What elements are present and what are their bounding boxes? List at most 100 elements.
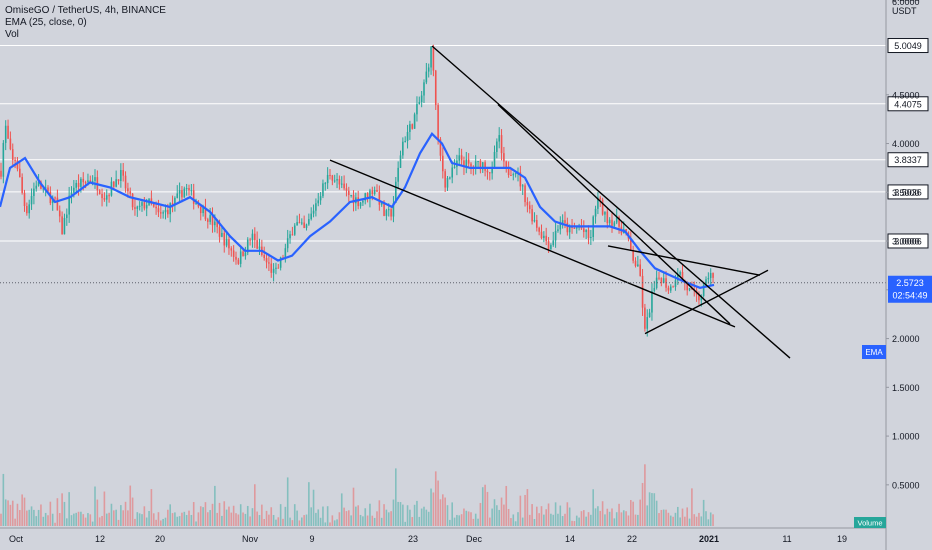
volume-bar — [289, 517, 291, 526]
volume-bar — [451, 502, 453, 526]
volume-bar — [61, 493, 63, 526]
candle — [42, 188, 45, 190]
candle — [296, 222, 298, 226]
candle — [604, 211, 606, 215]
volume-bar — [305, 514, 308, 526]
volume-bar — [63, 501, 66, 526]
volume-bar — [500, 497, 503, 526]
volume-bar — [684, 516, 686, 526]
volume-bar — [261, 504, 263, 526]
time-axis[interactable]: Oct 12 20 Nov 9 23 Dec 14 22 2021 11 19 — [0, 527, 886, 544]
volume-bar — [120, 505, 122, 526]
volume-bar — [637, 514, 639, 526]
candle — [397, 167, 399, 182]
candle — [561, 220, 564, 224]
volume-bar — [35, 516, 38, 526]
candle — [155, 206, 157, 209]
price-axis[interactable]: 5.0049 4.4075 3.8337 3.5036 3.0006 6.0000USDT… — [885, 0, 929, 550]
time-label: 22 — [627, 534, 637, 544]
volume-bar — [646, 505, 649, 526]
volume-bar — [444, 497, 446, 526]
candle — [552, 240, 555, 246]
volume-bar — [369, 503, 371, 526]
volume-bar — [89, 514, 92, 526]
candle — [557, 229, 559, 231]
volume-bar — [477, 518, 479, 526]
candle — [338, 179, 341, 185]
candle — [340, 183, 343, 185]
volume-bar — [14, 518, 16, 526]
candle — [331, 175, 334, 181]
level-label-box — [887, 152, 929, 168]
volume-bar — [700, 516, 703, 526]
volume-bar — [350, 515, 352, 526]
volume-bar — [181, 512, 183, 526]
volume-bar — [383, 504, 385, 526]
volume-bar — [225, 509, 228, 526]
candle — [481, 162, 484, 170]
candle — [218, 227, 221, 237]
candle — [470, 163, 472, 167]
volume-bars — [0, 464, 714, 526]
candle — [44, 187, 47, 189]
volume-bar — [571, 520, 573, 526]
volume-bar — [105, 513, 108, 526]
level-label: 3.0006 — [894, 236, 922, 246]
candle — [174, 197, 176, 206]
candle — [489, 172, 491, 174]
volume-bar — [30, 506, 33, 526]
volume-bar — [496, 505, 498, 526]
candle — [91, 180, 94, 182]
volume-bar — [674, 512, 677, 526]
volume-bar — [467, 511, 470, 526]
volume-bar — [606, 508, 609, 526]
candle — [258, 246, 261, 249]
candle — [639, 264, 641, 276]
candle — [418, 102, 421, 105]
volume-bar — [481, 487, 484, 526]
candle — [190, 190, 193, 192]
volume-bar — [167, 509, 169, 526]
volume-bar — [662, 509, 665, 526]
volume-bar — [559, 505, 562, 526]
candle — [19, 168, 21, 178]
candle — [145, 204, 148, 209]
candle — [9, 138, 12, 150]
candle — [679, 271, 681, 275]
candle — [439, 139, 442, 156]
volume-bar — [110, 503, 113, 526]
volume-bar — [397, 501, 399, 526]
volume-bar — [303, 515, 305, 526]
candle — [376, 189, 378, 192]
countdown-label: 02:54:49 — [892, 291, 927, 301]
candle — [204, 207, 207, 220]
ema-line — [0, 132, 715, 289]
volume-bar — [533, 518, 536, 526]
volume-bar — [298, 520, 301, 526]
candle — [305, 224, 308, 229]
candle — [63, 218, 66, 235]
candle — [357, 197, 359, 207]
volume-bar — [103, 491, 106, 526]
volume-legend[interactable]: Vol — [5, 29, 19, 40]
candle — [26, 206, 28, 214]
volume-bar — [164, 517, 167, 526]
volume-bar — [329, 522, 331, 526]
candle — [540, 231, 543, 239]
candle — [538, 227, 540, 232]
symbol-title[interactable]: OmiseGO / TetherUS, 4h, BINANCE — [5, 5, 166, 16]
trendlines — [329, 45, 791, 359]
candle — [503, 153, 505, 162]
trendline — [644, 269, 769, 335]
candle — [362, 200, 364, 203]
candle — [413, 114, 416, 129]
candle — [486, 170, 489, 173]
candle — [427, 67, 430, 72]
volume-bar — [474, 513, 477, 526]
ema-legend[interactable]: EMA (25, close, 0) — [5, 17, 87, 28]
trendline — [607, 245, 761, 276]
volume-bar — [171, 513, 174, 526]
volume-bar — [364, 508, 367, 526]
